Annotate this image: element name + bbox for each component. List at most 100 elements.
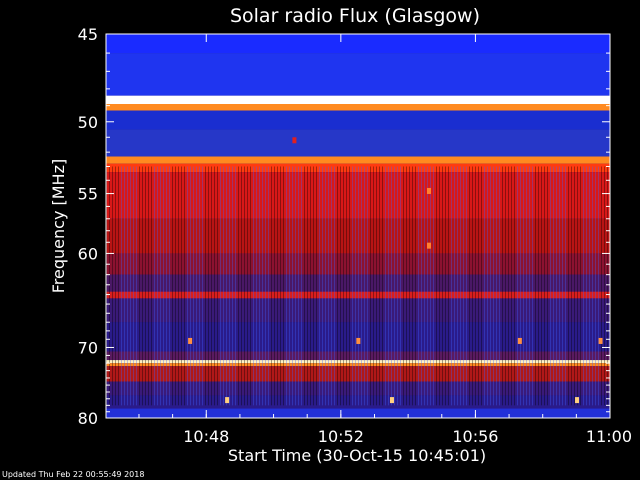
texture-line [208, 166, 209, 406]
texture-line [364, 166, 365, 406]
texture-line [286, 166, 287, 406]
plot-frame [105, 33, 611, 419]
texture-line [301, 166, 302, 406]
texture-line [382, 166, 383, 406]
texture-line [424, 166, 425, 406]
texture-line [181, 166, 182, 406]
texture-line [466, 166, 467, 406]
texture-line [139, 166, 140, 406]
spectrum-band [106, 253, 610, 275]
texture-line [289, 166, 290, 406]
burst-spot [356, 337, 361, 344]
y-tick-label: 50 [78, 113, 98, 132]
texture-line [553, 166, 554, 406]
texture-line [322, 166, 323, 406]
texture-line [460, 166, 461, 406]
spectrum-band [106, 360, 610, 364]
texture-line [118, 166, 119, 406]
texture-line [475, 166, 476, 406]
texture-line [574, 166, 575, 406]
spectrum-band [106, 172, 610, 219]
texture-line [346, 166, 347, 406]
texture-line [556, 166, 557, 406]
texture-line [502, 166, 503, 406]
texture-line [202, 166, 203, 406]
texture-line [529, 166, 530, 406]
chart-title: Solar radio Flux (Glasgow) [230, 5, 480, 27]
texture-line [511, 166, 512, 406]
texture-line [133, 166, 134, 406]
y-axis-label: Frequency [MHz] [49, 159, 68, 293]
texture-line [268, 166, 269, 406]
texture-line [211, 166, 212, 406]
texture-line [367, 166, 368, 406]
x-tick-label: 10:48 [183, 427, 229, 446]
plot-area [105, 33, 611, 419]
y-axis: 45 50 55 60 70 80 [78, 25, 610, 428]
texture-line [448, 166, 449, 406]
texture-line [583, 166, 584, 406]
texture-line [400, 166, 401, 406]
texture-line [331, 166, 332, 406]
texture-line [412, 166, 413, 406]
texture-line [307, 166, 308, 406]
burst-spot [188, 337, 193, 344]
spectrum-band [106, 363, 610, 367]
texture-line [190, 166, 191, 406]
texture-line [355, 166, 356, 406]
spectrum-bands [106, 34, 610, 418]
texture-line [508, 166, 509, 406]
texture-line [148, 166, 149, 406]
texture-line [262, 166, 263, 406]
y-tick-label: 45 [78, 25, 98, 44]
x-axis-label: Start Time (30-Oct-15 10:45:01) [228, 446, 486, 465]
texture-line [274, 166, 275, 406]
texture-line [229, 166, 230, 406]
texture-line [271, 166, 272, 406]
texture-line [115, 166, 116, 406]
texture-line [406, 166, 407, 406]
texture-line [343, 166, 344, 406]
texture-line [373, 166, 374, 406]
texture-line [127, 166, 128, 406]
texture-line [247, 166, 248, 406]
texture-line [238, 166, 239, 406]
texture-line [397, 166, 398, 406]
burst-spots [188, 137, 603, 404]
texture-line [445, 166, 446, 406]
texture-line [526, 166, 527, 406]
texture-line [157, 166, 158, 406]
texture-line [604, 166, 605, 406]
spectrum-band [106, 408, 610, 418]
texture-line [349, 166, 350, 406]
spectrum-band [106, 156, 610, 164]
texture-line [484, 166, 485, 406]
texture-line [184, 166, 185, 406]
texture-line [340, 166, 341, 406]
texture-line [352, 166, 353, 406]
texture-line [163, 166, 164, 406]
texture-line [109, 166, 110, 406]
texture-line [481, 166, 482, 406]
texture-line [172, 166, 173, 406]
texture-line [121, 166, 122, 406]
texture-line [472, 166, 473, 406]
texture-line [490, 166, 491, 406]
x-axis: 10:48 10:52 10:56 11:00 [138, 34, 632, 446]
texture-line [439, 166, 440, 406]
texture-line [124, 166, 125, 406]
texture-line [256, 166, 257, 406]
y-tick-label: 60 [78, 244, 98, 263]
texture-line [277, 166, 278, 406]
texture-line [370, 166, 371, 406]
texture-line [280, 166, 281, 406]
texture-line [538, 166, 539, 406]
texture-line [250, 166, 251, 406]
texture-line [379, 166, 380, 406]
texture-line [244, 166, 245, 406]
texture-line [220, 166, 221, 406]
texture-line [430, 166, 431, 406]
texture-line [418, 166, 419, 406]
texture-line [310, 166, 311, 406]
x-tick-label: 10:56 [452, 427, 498, 446]
